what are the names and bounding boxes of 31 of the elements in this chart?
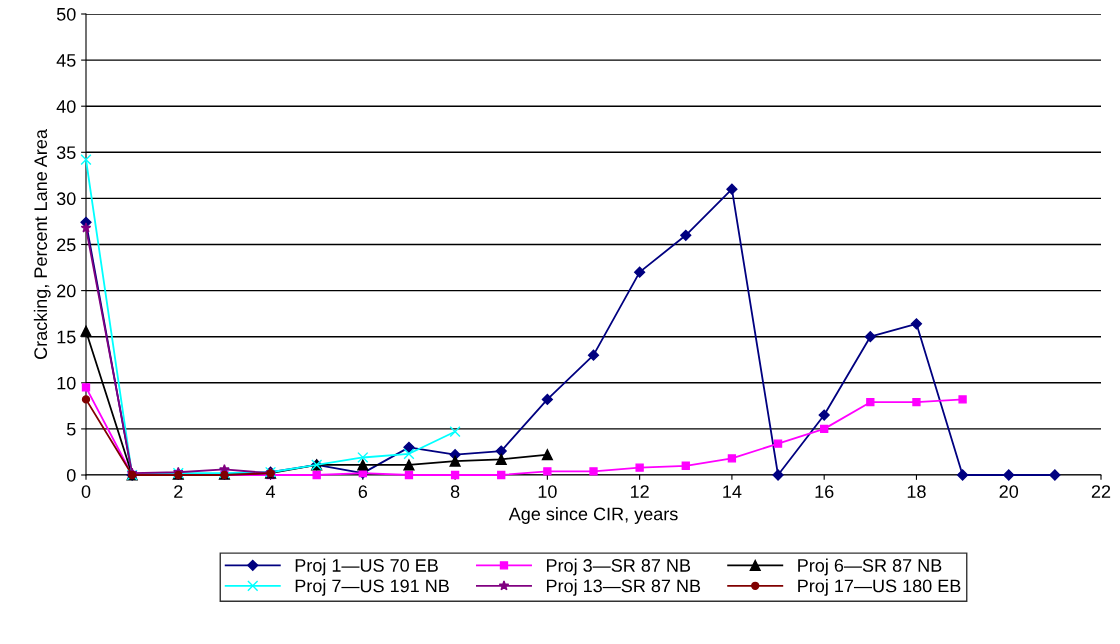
x-tick-label: 20	[999, 485, 1019, 498]
y-tick-label: 40	[56, 100, 76, 113]
x-tick-label: 0	[81, 485, 91, 498]
y-tick-label: 5	[66, 423, 76, 436]
y-tick-label: 25	[57, 238, 76, 252]
y-axis-title: Cracking, Percent Lane Area	[33, 129, 51, 359]
x-tick-label: 10	[538, 485, 557, 498]
x-tick-label: 22	[1091, 485, 1111, 498]
x-tick-label: 6	[358, 485, 368, 498]
y-tick-label: 30	[56, 192, 76, 206]
y-tick-label: 15	[57, 330, 76, 344]
legend-label: Proj 7—US 191 NB	[295, 579, 449, 596]
x-tick-label: 4	[265, 485, 276, 498]
y-tick-label: 20	[57, 284, 76, 298]
y-tick-label: 45	[56, 54, 76, 67]
x-tick-label: 18	[907, 485, 926, 498]
legend-label: Proj 13—SR 87 NB	[546, 579, 701, 596]
y-tick-label: 0	[66, 468, 76, 482]
y-tick-label: 10	[57, 376, 76, 390]
y-tick-label: 35	[56, 146, 76, 160]
legend-label: Proj 6—SR 87 NB	[798, 558, 942, 576]
x-tick-label: 2	[174, 485, 183, 498]
x-tick-label: 8	[450, 485, 460, 498]
x-tick-label: 12	[630, 485, 649, 498]
y-tick-label: 50	[56, 7, 76, 21]
legend-label: Proj 17—US 180 EB	[798, 579, 961, 596]
legend-label: Proj 3—SR 87 NB	[546, 558, 691, 576]
x-tick-label: 16	[815, 485, 834, 498]
x-axis-title: Age since CIR, years	[508, 507, 678, 524]
legend-label: Proj 1—US 70 EB	[295, 558, 438, 576]
x-tick-label: 14	[723, 485, 742, 498]
